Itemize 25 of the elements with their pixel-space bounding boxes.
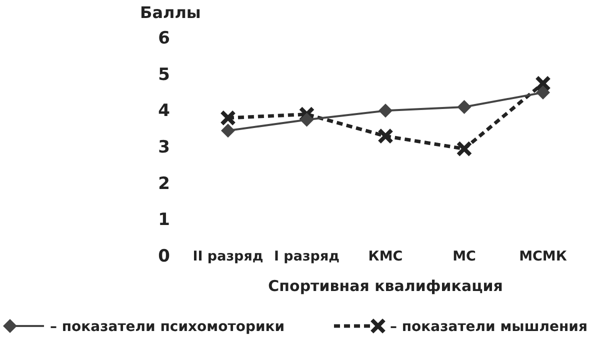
x-tick-label: I разряд <box>274 248 340 265</box>
legend-label: – показатели мышления <box>390 318 588 335</box>
y-tick-label: 1 <box>158 210 170 230</box>
y-tick-label: 3 <box>158 137 170 158</box>
legend-label: – показатели психомоторики <box>50 318 285 335</box>
point <box>457 100 472 114</box>
x-tick-label: МСМК <box>519 248 567 265</box>
point <box>378 128 394 144</box>
y-tick-label: 6 <box>158 28 170 48</box>
point <box>536 86 550 100</box>
point <box>378 104 392 118</box>
point <box>220 110 236 126</box>
y-tick-label: 5 <box>158 64 170 85</box>
point <box>535 75 551 92</box>
point <box>456 140 472 157</box>
x-tick-label: МС <box>452 248 476 265</box>
y-tick-label: 4 <box>158 101 170 122</box>
point <box>300 112 314 127</box>
x-tick-label: II разряд <box>192 248 264 265</box>
x-axis-title: Спортивная квалификация <box>268 277 503 295</box>
y-tick-label: 2 <box>158 174 170 194</box>
point <box>221 124 235 138</box>
x-tick-label: КМС <box>368 248 403 265</box>
y-axis-title: Баллы <box>140 3 201 22</box>
y-tick-label: 0 <box>158 246 170 266</box>
